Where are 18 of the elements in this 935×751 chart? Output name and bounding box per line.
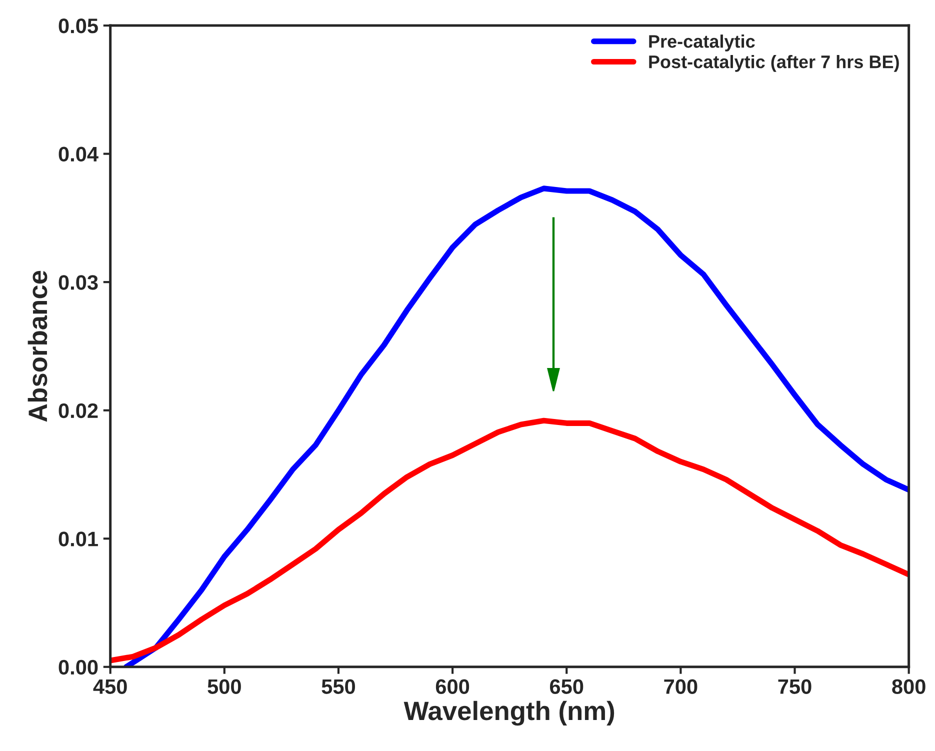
- x-tick-label: 650: [550, 679, 584, 694]
- y-tick-label: 0.01: [58, 532, 98, 546]
- x-tick-label: 450: [93, 679, 127, 694]
- y-tick-label: 0.03: [58, 275, 98, 290]
- legend-label: Pre-catalytic: [649, 34, 755, 52]
- x-axis-title: Wavelength (nm): [404, 700, 614, 726]
- x-tick-label: 750: [778, 679, 812, 694]
- y-axis-title: Absorbance: [28, 270, 48, 422]
- legend-label: Post-catalytic (after 7 hrs BE): [649, 55, 899, 72]
- y-tick-label: 0.05: [58, 18, 98, 34]
- y-tick-label: 0.02: [58, 403, 98, 418]
- x-tick-label: 700: [664, 679, 698, 694]
- x-tick-label: 500: [208, 679, 241, 694]
- x-tick-label: 800: [892, 679, 926, 694]
- y-tick-label: 0.04: [58, 146, 98, 162]
- x-tick-label: 550: [322, 679, 355, 694]
- y-tick-label: 0.00: [58, 660, 98, 675]
- x-tick-label: 600: [436, 679, 470, 694]
